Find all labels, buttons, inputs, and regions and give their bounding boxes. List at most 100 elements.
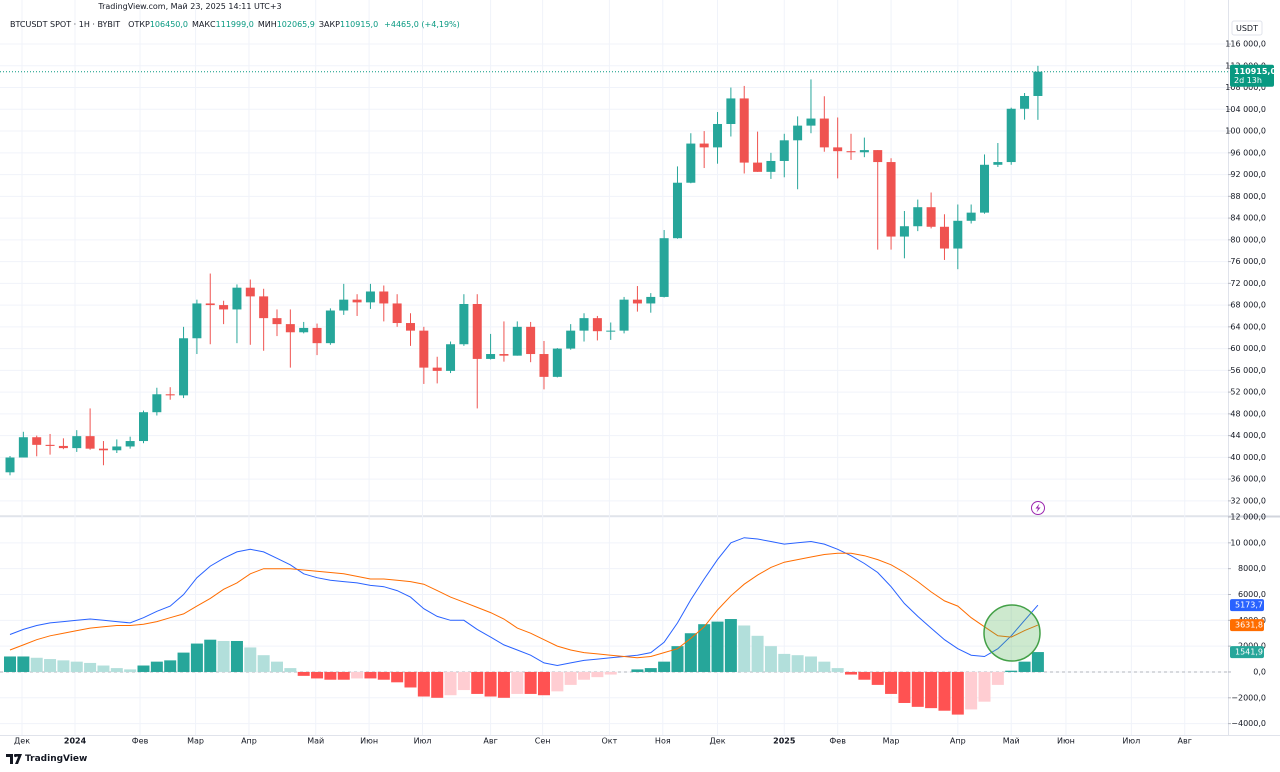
candle-body bbox=[806, 118, 816, 126]
x-tick-label: 2025 bbox=[773, 737, 796, 746]
value-badge-label: 5173,7 bbox=[1235, 601, 1263, 610]
histogram-bar bbox=[404, 671, 417, 688]
candle-body bbox=[939, 226, 949, 249]
candle-body bbox=[446, 344, 456, 371]
candle-body bbox=[339, 299, 349, 311]
histogram-bar bbox=[471, 671, 484, 694]
candle-body bbox=[980, 164, 990, 213]
candle-body bbox=[552, 348, 562, 377]
histogram-bar bbox=[671, 646, 684, 672]
candle-body bbox=[232, 287, 242, 310]
histogram-bar bbox=[337, 671, 350, 680]
candle-body bbox=[192, 303, 202, 339]
y-tick-label: 100 000,0 bbox=[1225, 127, 1266, 136]
y-tick-label: 12 000,0 bbox=[1230, 513, 1266, 522]
ohlc: ОТКР 106450,0 МАКС 111999,0 МИН 102065,9 ЗАКР 1… bbox=[128, 20, 382, 29]
histogram-bar bbox=[925, 671, 938, 709]
histogram-bar bbox=[417, 671, 430, 697]
histogram-bar bbox=[391, 671, 404, 683]
currency-box[interactable] bbox=[1231, 20, 1263, 36]
candle-body bbox=[85, 436, 95, 449]
histogram-bar bbox=[511, 671, 524, 694]
legend-value: 110915,0 bbox=[340, 20, 379, 29]
candle-body bbox=[152, 394, 162, 413]
candle-body bbox=[205, 303, 215, 306]
y-tick-label: 44 000,0 bbox=[1230, 431, 1266, 440]
header: TradingView.com, Май 23, 2025 14:11 UTC+… bbox=[98, 2, 282, 11]
candle-body bbox=[966, 212, 976, 221]
histogram-bar bbox=[724, 619, 737, 672]
x-tick-label: Май bbox=[1003, 737, 1020, 746]
candle-body bbox=[405, 323, 415, 331]
legend-value: 111999,0 bbox=[215, 20, 254, 29]
candle-body bbox=[913, 207, 923, 227]
candle-body bbox=[753, 162, 763, 172]
histogram-bar bbox=[711, 621, 724, 672]
alert-icon[interactable] bbox=[1031, 501, 1045, 515]
x-tick-label: Май bbox=[307, 737, 324, 746]
price-badge bbox=[1230, 64, 1274, 87]
highlight-circle bbox=[983, 604, 1041, 662]
y-tick-label: 0,0 bbox=[1253, 667, 1266, 676]
value-badge bbox=[1230, 619, 1264, 632]
histogram-bar bbox=[564, 671, 577, 685]
candle-body bbox=[953, 220, 963, 249]
candle-body bbox=[539, 354, 549, 377]
histogram-bar bbox=[4, 656, 17, 672]
histogram-bar bbox=[818, 661, 831, 672]
candle-body bbox=[259, 296, 269, 319]
legend-value: 106450,0 bbox=[149, 20, 188, 29]
value-badge bbox=[1230, 646, 1264, 659]
histogram-bar bbox=[978, 671, 991, 702]
candle-body bbox=[325, 310, 335, 344]
histogram-bar bbox=[444, 671, 457, 696]
histogram-bar bbox=[551, 671, 564, 692]
histogram-bar bbox=[204, 639, 217, 672]
histogram-bar bbox=[778, 653, 791, 672]
histogram-bar bbox=[257, 655, 270, 672]
histogram-bar bbox=[858, 671, 871, 680]
candle-body bbox=[312, 327, 322, 344]
candle-body bbox=[592, 318, 602, 332]
candle-body bbox=[112, 446, 122, 451]
candle-body bbox=[472, 303, 482, 359]
candle-body bbox=[726, 98, 736, 124]
x-tick-label: Мар bbox=[883, 737, 900, 746]
y-tick-label: 60 000,0 bbox=[1230, 344, 1266, 353]
x-tick-label: Авг bbox=[1178, 737, 1192, 746]
candle-body bbox=[926, 207, 936, 227]
candle-body bbox=[619, 299, 629, 331]
y-tick-label: 8000,0 bbox=[1238, 564, 1266, 573]
histogram-bar bbox=[150, 661, 163, 672]
histogram-bar bbox=[898, 671, 911, 703]
y-tick-label: 92 000,0 bbox=[1230, 170, 1266, 179]
legend-label: ОТКР bbox=[128, 20, 150, 29]
candle-body bbox=[379, 291, 389, 304]
candle-body bbox=[579, 318, 589, 331]
candle-body bbox=[5, 457, 15, 473]
candle-body bbox=[219, 305, 229, 310]
candle-body bbox=[526, 326, 536, 355]
histogram-bar bbox=[871, 671, 884, 685]
histogram-bar bbox=[17, 656, 30, 672]
y-tick-label: −4000,0 bbox=[1231, 719, 1266, 728]
legend-label: ЗАКР bbox=[318, 20, 340, 29]
y-tick-label: 52 000,0 bbox=[1230, 388, 1266, 397]
histogram-bar bbox=[885, 671, 898, 694]
candle-body bbox=[646, 296, 656, 304]
y-tick-label: 72 000,0 bbox=[1230, 279, 1266, 288]
y-tick-label: 32 000,0 bbox=[1230, 496, 1266, 505]
x-tick-label: Окт bbox=[601, 737, 617, 746]
candle-body bbox=[1020, 95, 1030, 109]
histogram-bar bbox=[44, 659, 57, 672]
candle-body bbox=[819, 118, 829, 148]
histogram-bar bbox=[431, 671, 444, 698]
histogram-bar bbox=[484, 671, 497, 697]
candle-body bbox=[45, 444, 55, 446]
y-tick-label: 84 000,0 bbox=[1230, 214, 1266, 223]
y-tick-label: 104 000,0 bbox=[1225, 105, 1266, 114]
legend-label: МАКС bbox=[192, 20, 216, 29]
candle-body bbox=[632, 299, 642, 304]
